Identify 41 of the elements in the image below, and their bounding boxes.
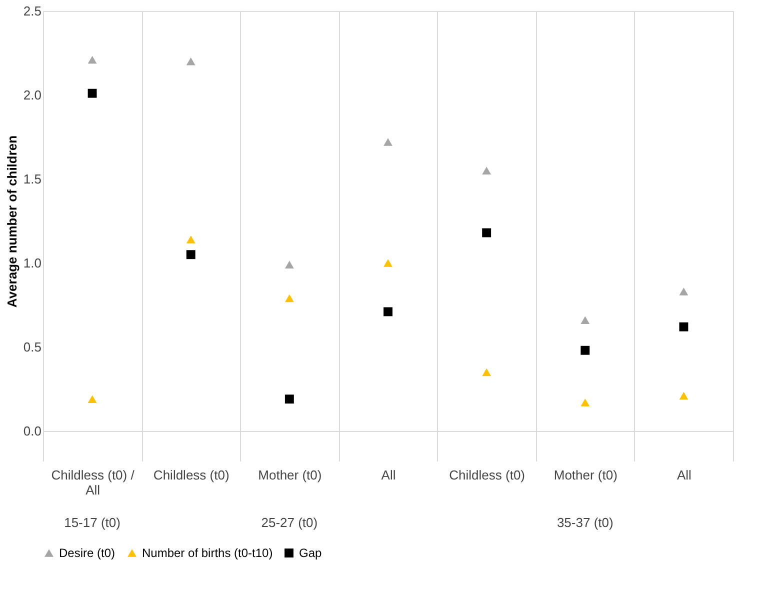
- point: [186, 250, 196, 260]
- legend-label: Gap: [299, 546, 322, 560]
- point: [284, 294, 294, 302]
- x-tick-label: Mother (t0): [258, 468, 322, 482]
- point: [186, 236, 196, 244]
- x-tick-label: Mother (t0): [554, 468, 618, 482]
- point: [384, 138, 392, 146]
- text: 25-27 (t0): [261, 515, 318, 530]
- x-tick-label: Childless (t0): [153, 468, 230, 482]
- point: [482, 166, 492, 174]
- x-tick-label: All: [381, 468, 396, 482]
- x-tick-label: Childless (t0): [449, 468, 525, 482]
- point: [580, 346, 590, 355]
- point: [580, 398, 590, 406]
- y-tick-label: 1.5: [23, 172, 42, 186]
- legend-label: Desire (t0): [59, 546, 116, 560]
- point: [679, 322, 688, 332]
- point: [284, 260, 294, 269]
- point: [482, 368, 492, 376]
- y-tick-label: 2.0: [23, 88, 42, 102]
- y-tick-label: 1.0: [23, 256, 42, 270]
- point: [284, 394, 294, 404]
- point: [88, 88, 97, 98]
- point: [88, 56, 97, 64]
- y-axis-title: Average number of children: [4, 135, 20, 308]
- point: [384, 307, 392, 316]
- text: 35-37 (t0): [556, 515, 614, 530]
- x-tick-label: Childless (t0) / All: [51, 468, 135, 498]
- point: [384, 259, 392, 267]
- legend-label: Number of births (t0-t10): [142, 546, 273, 560]
- y-tick-label: 2.5: [23, 4, 42, 18]
- point: [580, 316, 590, 324]
- text: 15-17 (t0): [64, 515, 120, 530]
- point: [186, 58, 196, 66]
- point: [88, 395, 97, 403]
- point: [482, 228, 492, 238]
- y-tick-label: 0.0: [23, 424, 42, 438]
- point: [679, 392, 688, 400]
- y-tick-label: 0.5: [23, 340, 42, 354]
- point: [679, 288, 688, 296]
- x-tick-label: All: [676, 468, 692, 482]
